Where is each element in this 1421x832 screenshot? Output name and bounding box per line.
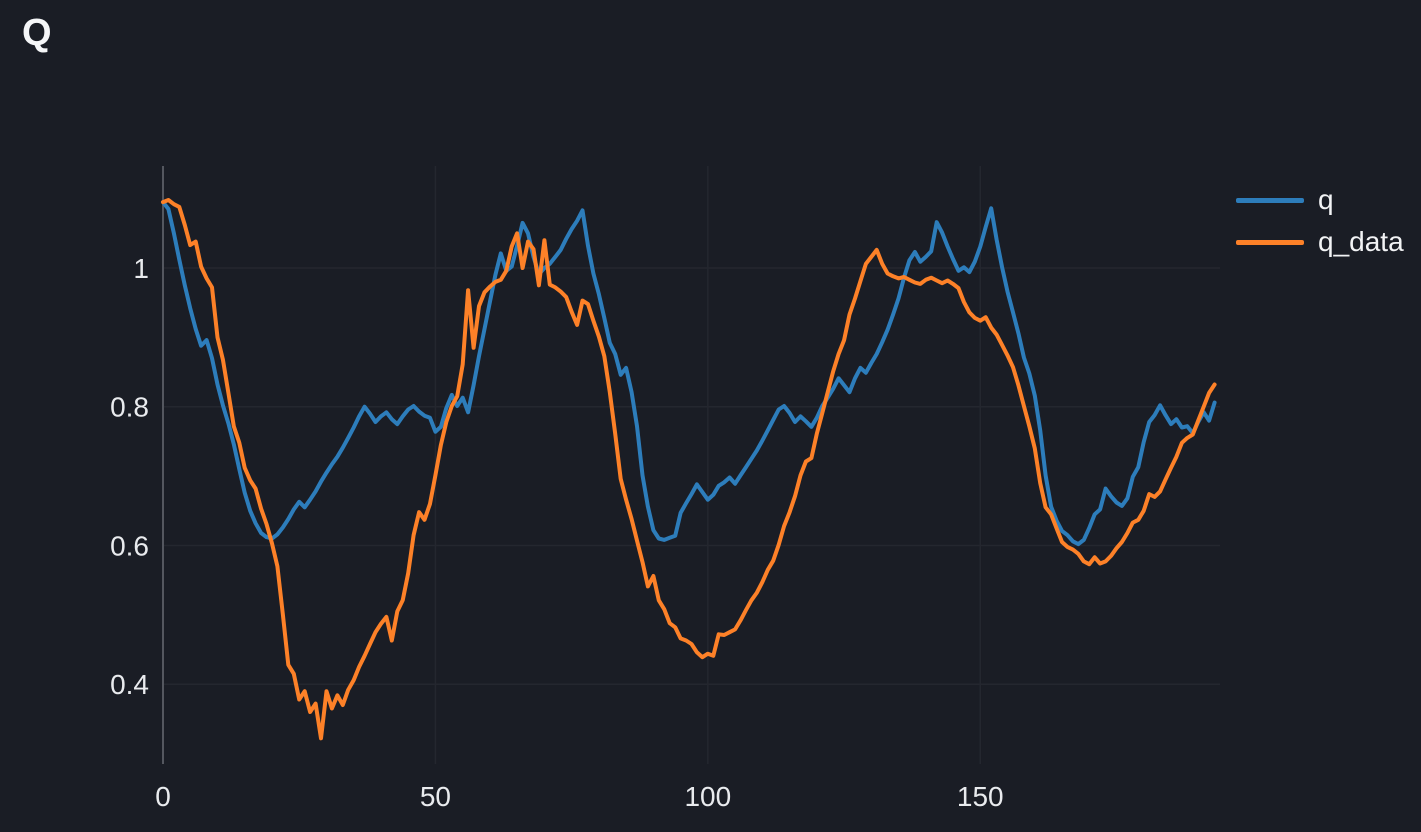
legend-item-q[interactable]: q <box>1236 184 1404 216</box>
series-line-q[interactable] <box>161 200 1217 547</box>
legend-label-q-data: q_data <box>1318 226 1404 257</box>
legend-label-q: q <box>1318 184 1334 215</box>
y-tick-label: 0.6 <box>110 530 149 561</box>
x-tick-label: 100 <box>684 781 731 812</box>
page-title: Q <box>22 12 53 54</box>
x-tick-label: 50 <box>420 781 451 812</box>
legend-swatch-q-data <box>1236 239 1304 245</box>
series-line-q_data[interactable] <box>161 198 1217 741</box>
legend-item-q-data[interactable]: q_data <box>1236 226 1404 258</box>
chart-legend: q q_data <box>1236 184 1404 258</box>
y-tick-label: 1 <box>133 253 149 284</box>
x-tick-label: 0 <box>155 781 171 812</box>
y-tick-label: 0.8 <box>110 392 149 423</box>
y-tick-label: 0.4 <box>110 669 149 700</box>
x-tick-label: 150 <box>957 781 1004 812</box>
legend-swatch-q <box>1236 197 1304 203</box>
